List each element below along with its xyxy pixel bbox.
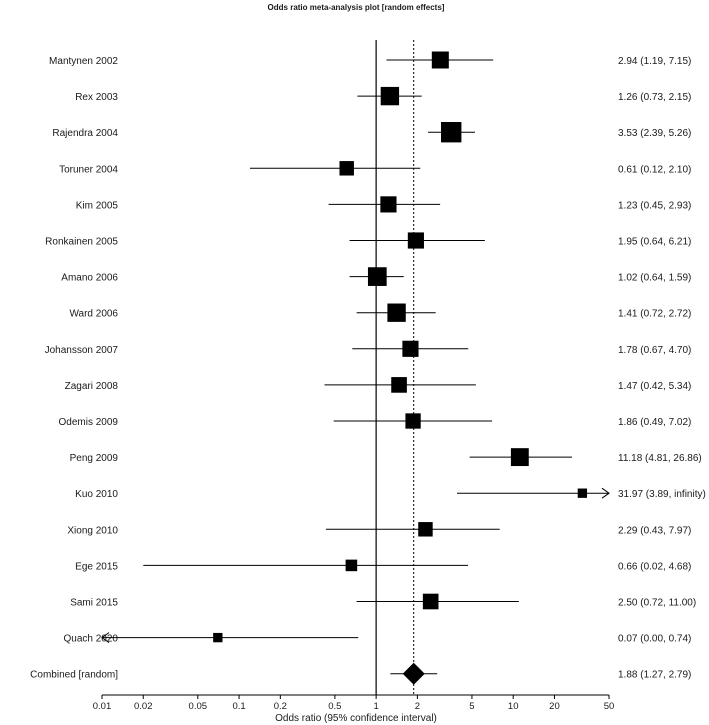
x-axis-label: Odds ratio (95% confidence interval): [275, 713, 437, 724]
study-label: Ege 2015: [75, 561, 118, 572]
combined-row: Combined [random] 1.88 (1.27, 2.79): [30, 662, 691, 685]
point-estimate-box: [339, 161, 354, 176]
study-row: Ege 2015 0.66 (0.02, 4.68): [75, 559, 691, 572]
study-label: Xiong 2010: [67, 525, 118, 536]
study-label: Ronkainen 2005: [45, 237, 118, 248]
point-estimate-box: [387, 303, 406, 322]
ci-value-label: 1.23 (0.45, 2.93): [618, 200, 691, 211]
ci-value-label: 1.95 (0.64, 6.21): [618, 237, 691, 248]
study-row: Kuo 2010 31.97 (3.89, infinity): [75, 487, 706, 500]
point-estimate-box: [431, 51, 449, 69]
study-row: Amano 2006 1.02 (0.64, 1.59): [61, 267, 691, 286]
study-label: Peng 2009: [70, 453, 119, 464]
point-estimate-box: [345, 559, 358, 572]
x-tick-label: 0.5: [328, 701, 341, 712]
ci-value-label: 0.66 (0.02, 4.68): [618, 561, 691, 572]
x-tick-label: 50: [604, 701, 615, 712]
x-tick-label: 0.2: [274, 701, 287, 712]
ci-value-label: 1.86 (0.49, 7.02): [618, 417, 691, 428]
ci-value-label: 0.61 (0.12, 2.10): [618, 164, 691, 175]
x-tick-label: 1: [373, 701, 378, 712]
point-estimate-box: [510, 448, 529, 467]
ci-value-label: 0.07 (0.00, 0.74): [618, 634, 691, 645]
study-row: Rajendra 2004 3.53 (2.39, 5.26): [52, 122, 691, 143]
ci-value-label: 1.26 (0.73, 2.15): [618, 92, 691, 103]
combined-diamond: [402, 662, 425, 685]
ci-value-label: 1.41 (0.72, 2.72): [618, 309, 691, 320]
study-row: Quach 2020 0.07 (0.00, 0.74): [64, 632, 691, 645]
x-tick-label: 20: [549, 701, 560, 712]
x-tick-label: 10: [508, 701, 519, 712]
point-estimate-box: [213, 632, 223, 643]
study-row: Johansson 2007 1.78 (0.67, 4.70): [45, 340, 691, 357]
x-tick-label: 0.01: [93, 701, 112, 712]
ci-value-label: 1.02 (0.64, 1.59): [618, 273, 691, 284]
x-tick-label: 2: [415, 701, 420, 712]
ci-value-label: 2.50 (0.72, 11.00): [618, 598, 696, 609]
study-row: Toruner 2004 0.61 (0.12, 2.10): [59, 161, 691, 176]
study-label: Amano 2006: [61, 273, 118, 284]
study-label: Rajendra 2004: [52, 128, 118, 139]
study-label: Zagari 2008: [65, 381, 119, 392]
point-estimate-box: [391, 377, 407, 393]
study-label: Mantynen 2002: [49, 56, 118, 67]
point-estimate-box: [422, 593, 439, 610]
point-estimate-box: [407, 232, 424, 249]
study-row: Ronkainen 2005 1.95 (0.64, 6.21): [45, 232, 691, 249]
study-rows: Mantynen 2002 2.94 (1.19, 7.15) Rex 2003 1.…: [30, 51, 706, 685]
combined-ci-value-label: 1.88 (1.27, 2.79): [618, 670, 691, 681]
study-label: Ward 2006: [69, 309, 118, 320]
x-tick-label: 5: [469, 701, 474, 712]
study-label: Rex 2003: [75, 92, 118, 103]
ci-value-label: 31.97 (3.89, infinity): [618, 489, 706, 500]
ci-value-label: 1.78 (0.67, 4.70): [618, 345, 691, 356]
arrow-left-icon: [101, 632, 110, 644]
point-estimate-box: [577, 488, 588, 498]
x-axis: 0.01 0.02 0.05 0.1 0.2 0.5 1 2 5 10 20 50: [93, 694, 615, 712]
study-row: Rex 2003 1.26 (0.73, 2.15): [75, 86, 691, 106]
study-row: Kim 2005 1.23 (0.45, 2.93): [76, 196, 691, 213]
study-label: Sami 2015: [70, 598, 118, 609]
ci-value-label: 3.53 (2.39, 5.26): [618, 128, 691, 139]
study-row: Zagari 2008 1.47 (0.42, 5.34): [65, 377, 691, 393]
study-label: Quach 2020: [64, 634, 119, 645]
chart-title: Odds ratio meta-analysis plot [random ef…: [268, 3, 445, 12]
study-label: Odemis 2009: [59, 417, 119, 428]
study-row: Xiong 2010 2.29 (0.43, 7.97): [67, 522, 691, 537]
study-label: Johansson 2007: [45, 345, 119, 356]
point-estimate-box: [405, 413, 421, 429]
combined-label: Combined [random]: [30, 670, 118, 681]
study-row: Sami 2015 2.50 (0.72, 11.00): [70, 593, 696, 610]
ci-value-label: 2.29 (0.43, 7.97): [618, 525, 691, 536]
ci-value-label: 11.18 (4.81, 26.86): [618, 453, 702, 464]
point-estimate-box: [418, 522, 433, 537]
point-estimate-box: [380, 196, 397, 213]
x-tick-label: 0.1: [232, 701, 245, 712]
study-label: Kim 2005: [76, 200, 119, 211]
point-estimate-box: [441, 122, 462, 143]
study-label: Kuo 2010: [75, 489, 118, 500]
reference-lines: [375, 40, 415, 695]
arrow-right-icon: [601, 487, 610, 499]
study-row: Peng 2009 11.18 (4.81, 26.86): [70, 448, 702, 467]
study-row: Ward 2006 1.41 (0.72, 2.72): [69, 303, 691, 322]
study-row: Odemis 2009 1.86 (0.49, 7.02): [59, 413, 691, 429]
study-row: Mantynen 2002 2.94 (1.19, 7.15): [49, 51, 691, 69]
point-estimate-box: [380, 86, 400, 106]
ci-value-label: 2.94 (1.19, 7.15): [618, 56, 691, 67]
x-tick-label: 0.05: [189, 701, 208, 712]
study-label: Toruner 2004: [59, 164, 118, 175]
ci-value-label: 1.47 (0.42, 5.34): [618, 381, 691, 392]
point-estimate-box: [367, 267, 387, 286]
x-tick-label: 0.02: [134, 701, 153, 712]
point-estimate-box: [402, 340, 419, 357]
